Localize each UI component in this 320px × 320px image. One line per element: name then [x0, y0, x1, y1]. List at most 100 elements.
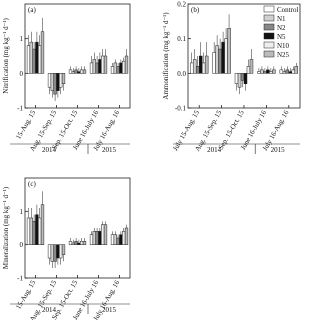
bar: [122, 231, 126, 245]
bar: [101, 55, 105, 74]
group-label: 2015: [102, 306, 117, 314]
bar: [35, 41, 39, 74]
bar: [113, 234, 117, 245]
y-axis-label: Mineralization (mg kg⁻¹ d⁻¹): [2, 186, 10, 269]
bar: [240, 73, 245, 81]
bar: [272, 69, 276, 74]
bar: [221, 41, 225, 74]
panel-label: (a): [28, 6, 36, 14]
y-axis-label: Nitrification (mg kg⁻¹ d⁻¹): [2, 18, 10, 94]
bar: [103, 55, 108, 74]
legend-swatch: [263, 32, 275, 40]
bar: [98, 59, 102, 74]
bar: [53, 73, 57, 95]
y-tick-label: -1: [17, 105, 23, 113]
bar: [204, 55, 209, 74]
bar: [68, 69, 73, 74]
bar: [227, 28, 231, 74]
legend-label: N2: [277, 24, 286, 32]
bar: [71, 242, 75, 245]
bar: [201, 62, 206, 74]
bar: [74, 241, 78, 245]
bar: [89, 62, 94, 74]
bar: [26, 217, 31, 245]
bar: [224, 38, 228, 74]
bar: [82, 241, 87, 245]
y-axis-label: Ammonification (mg kg⁻¹ d⁻¹): [162, 12, 170, 100]
x-tick-label: 15-Aug. 15: [14, 279, 37, 311]
bar: [92, 231, 96, 245]
bar: [40, 31, 45, 74]
bar: [101, 224, 105, 245]
bar: [282, 71, 287, 74]
legend-label: Control: [277, 6, 298, 14]
bar: [269, 71, 273, 74]
bar: [192, 59, 197, 74]
y-tick-label: 0.0: [177, 70, 186, 78]
bar: [32, 221, 36, 245]
bar: [243, 73, 248, 84]
bar: [279, 69, 284, 74]
legend-swatch: [263, 50, 275, 58]
y-tick-label: 1: [20, 208, 24, 216]
bar: [285, 69, 290, 74]
panel-label: (c): [28, 180, 36, 188]
legend-swatch: [263, 41, 275, 49]
bar: [77, 242, 81, 245]
bar: [53, 244, 57, 262]
group-label: 2015: [271, 146, 286, 154]
bar: [80, 69, 84, 74]
bar: [61, 244, 66, 255]
bar: [246, 66, 251, 74]
bar: [122, 60, 126, 74]
bar: [116, 237, 120, 245]
bar: [26, 45, 31, 74]
bar: [218, 48, 222, 74]
bar: [29, 217, 33, 245]
bar: [59, 73, 63, 88]
bar: [35, 214, 39, 245]
bar: [195, 66, 200, 74]
y-tick-label: 1: [20, 35, 24, 43]
bar: [68, 241, 73, 245]
legend-label: N5: [277, 33, 286, 41]
bar: [89, 234, 94, 245]
bar: [74, 69, 78, 74]
bar: [198, 55, 203, 74]
bar: [71, 71, 75, 74]
legend-label: N10: [277, 42, 290, 50]
legend-swatch: [263, 14, 275, 22]
bar: [47, 73, 52, 88]
bar: [237, 73, 242, 88]
bar: [110, 66, 115, 74]
bar: [124, 55, 129, 74]
bar: [249, 59, 254, 74]
bar: [61, 73, 66, 84]
bar: [113, 62, 117, 74]
bar: [257, 71, 261, 74]
bar: [50, 244, 54, 262]
bar: [263, 71, 267, 74]
x-tick-label: 15-Aug. 15: [14, 109, 37, 141]
bar: [92, 59, 96, 74]
bar: [288, 71, 293, 74]
bar: [95, 62, 99, 74]
bar: [38, 45, 42, 74]
bar: [124, 227, 129, 245]
bar: [82, 69, 87, 74]
bar: [103, 224, 108, 245]
bar: [47, 244, 52, 259]
bar: [212, 52, 216, 74]
bar: [215, 45, 219, 74]
bar: [50, 73, 54, 91]
bar: [56, 73, 60, 91]
bar: [119, 234, 123, 245]
bar: [110, 234, 115, 245]
bar: [56, 244, 60, 259]
bar: [119, 62, 123, 74]
bar: [189, 62, 194, 74]
y-tick-label: -0.1: [175, 105, 187, 113]
y-tick-label: 0: [20, 70, 24, 78]
bar: [291, 69, 296, 74]
legend-swatch: [263, 5, 275, 13]
